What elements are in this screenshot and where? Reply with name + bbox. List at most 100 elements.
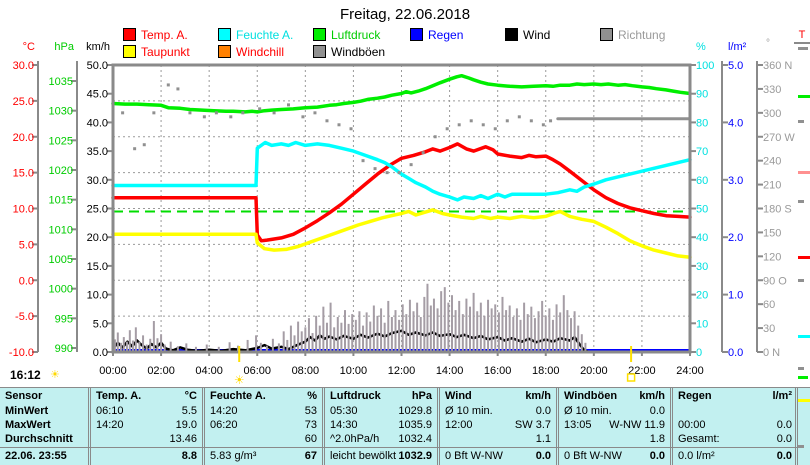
series-taupunkt: [111, 208, 692, 260]
legend-label: Windböen: [331, 44, 386, 59]
x-axis-label: 20:00: [580, 365, 608, 377]
sunset-icon: [626, 373, 636, 382]
legend-item-richtung: Richtung: [600, 27, 666, 42]
legend-swatch: [218, 45, 231, 58]
richtung-dot: [301, 115, 305, 119]
axis-tick-label-temp: 20.0: [13, 132, 34, 144]
richtung-dot: [188, 111, 192, 115]
x-axis-label: 14:00: [436, 365, 464, 377]
legend-item-feuchte-a-: Feuchte A.: [218, 28, 293, 42]
cell-label: 0 Bft W-NW: [445, 450, 503, 462]
axis-tick-label-temp: 15.0: [13, 168, 34, 180]
series-temp-a-: [111, 142, 692, 243]
richtung-dot: [529, 119, 533, 123]
row-label: MinWert: [5, 405, 49, 417]
legend-label: Wind: [523, 27, 551, 42]
richtung-dot: [133, 147, 137, 151]
day-length-value: 16:12: [10, 368, 41, 382]
legend-swatch: [313, 45, 326, 58]
cell-label: 5.83 g/m³: [210, 450, 257, 462]
axis-tick-label-wind: 35.0: [87, 146, 108, 158]
axis-unit-trend: T: [799, 29, 806, 41]
axis-tick-label-pressure: 1010: [49, 224, 73, 236]
richtung-dot: [121, 111, 125, 115]
axis-tick-label-rain: 1.0: [728, 290, 743, 302]
richtung-dot: [433, 135, 437, 139]
cell-label: 05:30: [330, 405, 358, 417]
axis-tick-label-rain: 5.0: [728, 60, 743, 72]
trend-marker: [798, 445, 804, 448]
axis-tick-label-rain: 0.0: [728, 347, 743, 359]
richtung-dot: [337, 123, 341, 127]
table-column-regen: Regen l/m² 00:00 0.0 Gesamt: 0.0 0.0 l/m² 0.0: [670, 388, 797, 465]
richtung-dot: [176, 87, 180, 91]
richtung-dot: [421, 151, 425, 155]
richtung-dot: [202, 115, 206, 119]
legend-swatch: [123, 45, 136, 58]
axis-tick-label-direction: 0 N: [763, 347, 780, 359]
cell-value: 1.8: [649, 433, 665, 445]
axis-tick-label-humidity: 80: [696, 117, 708, 129]
stats-table: Sensor MinWert MaxWert Durchschnitt 22.06. 2…: [0, 387, 810, 465]
cell-value: 0.0: [535, 405, 551, 417]
table-column-luftdruck: Luftdruck hPa 05:30 1029.8 14:30 1035.9 ^2.0hP…: [322, 388, 437, 465]
legend-label: Richtung: [618, 27, 666, 42]
richtung-dot: [361, 159, 365, 163]
axis-tick-label-pressure: 1020: [49, 165, 73, 177]
x-axis-label: 10:00: [340, 365, 368, 377]
axis-tick-label-wind: 40.0: [87, 117, 108, 129]
axis-tick-label-direction: 150: [763, 227, 781, 239]
cell-value: 0.0: [776, 433, 792, 445]
axis-tick-label-wind: 20.0: [87, 232, 108, 244]
legend-swatch: [410, 28, 423, 41]
sunrise-icon: ☀: [234, 373, 245, 386]
cell-value: 5.5: [181, 405, 197, 417]
axis-tick-label-temp: -10.0: [9, 347, 34, 359]
axis-tick-label-pressure: 1030: [49, 106, 73, 118]
axis-tick-label-rain: 3.0: [728, 175, 743, 187]
table-right-border: [795, 388, 798, 465]
legend-item-taupunkt: Taupunkt: [123, 44, 190, 59]
legend-swatch: [218, 28, 231, 41]
cell-value: 13.46: [169, 433, 197, 445]
axis-tick-label-wind: 10.0: [87, 290, 108, 302]
axis-tick-label-wind: 50.0: [87, 60, 108, 72]
axis-unit-direction: °: [766, 38, 770, 49]
legend-label: Regen: [428, 27, 464, 42]
weather-chart: 30.0 25.0 20.0 15.0 10.0 5.0 0.0 -5.0 -10.0 1035 1…: [9, 29, 810, 386]
axis-tick-label-temp: 5.0: [19, 239, 34, 251]
cell-label: 0 Bft W-NW: [564, 450, 622, 462]
axis-tick-label-direction: 360 N: [763, 60, 792, 72]
trend-marker: [798, 335, 810, 338]
axis-tick-label-pressure: 1015: [49, 195, 73, 207]
axis-tick-label-humidity: 30: [696, 261, 708, 273]
richtung-dot: [325, 119, 329, 123]
cell-label: leicht bewölkt: [330, 450, 397, 462]
axis-tick-label-humidity: 50: [696, 204, 708, 216]
cell-label: 06:20: [210, 419, 238, 431]
axis-tick-label-wind: 0.0: [93, 347, 108, 359]
column-title: Temp. A.: [96, 390, 142, 402]
column-unit: l/m²: [772, 390, 792, 402]
richtung-dot: [272, 111, 276, 115]
axis-tick-label-humidity: 40: [696, 232, 708, 244]
cell-value: SW 3.7: [514, 419, 551, 431]
column-unit: %: [307, 390, 317, 402]
trend-marker: [798, 47, 808, 50]
legend-label: Taupunkt: [141, 44, 190, 59]
x-axis-label: 24:00: [676, 365, 704, 377]
richtung-dot: [397, 171, 401, 175]
x-axis-label: 12:00: [388, 365, 416, 377]
richtung-dot: [481, 123, 485, 127]
axis-tick-label-humidity: 100: [696, 60, 714, 72]
axis-tick-label-humidity: 90: [696, 89, 708, 101]
richtung-dot: [549, 119, 553, 123]
cell-value: 0.0: [649, 405, 665, 417]
column-title: Wind: [445, 390, 472, 402]
cell-value: 1.1: [535, 433, 551, 445]
column-unit: km/h: [525, 390, 551, 402]
richtung-dot: [214, 111, 218, 115]
axis-tick-label-wind: 30.0: [87, 175, 108, 187]
trend-marker: [798, 376, 808, 379]
legend-item-windchill: Windchill: [218, 45, 284, 59]
